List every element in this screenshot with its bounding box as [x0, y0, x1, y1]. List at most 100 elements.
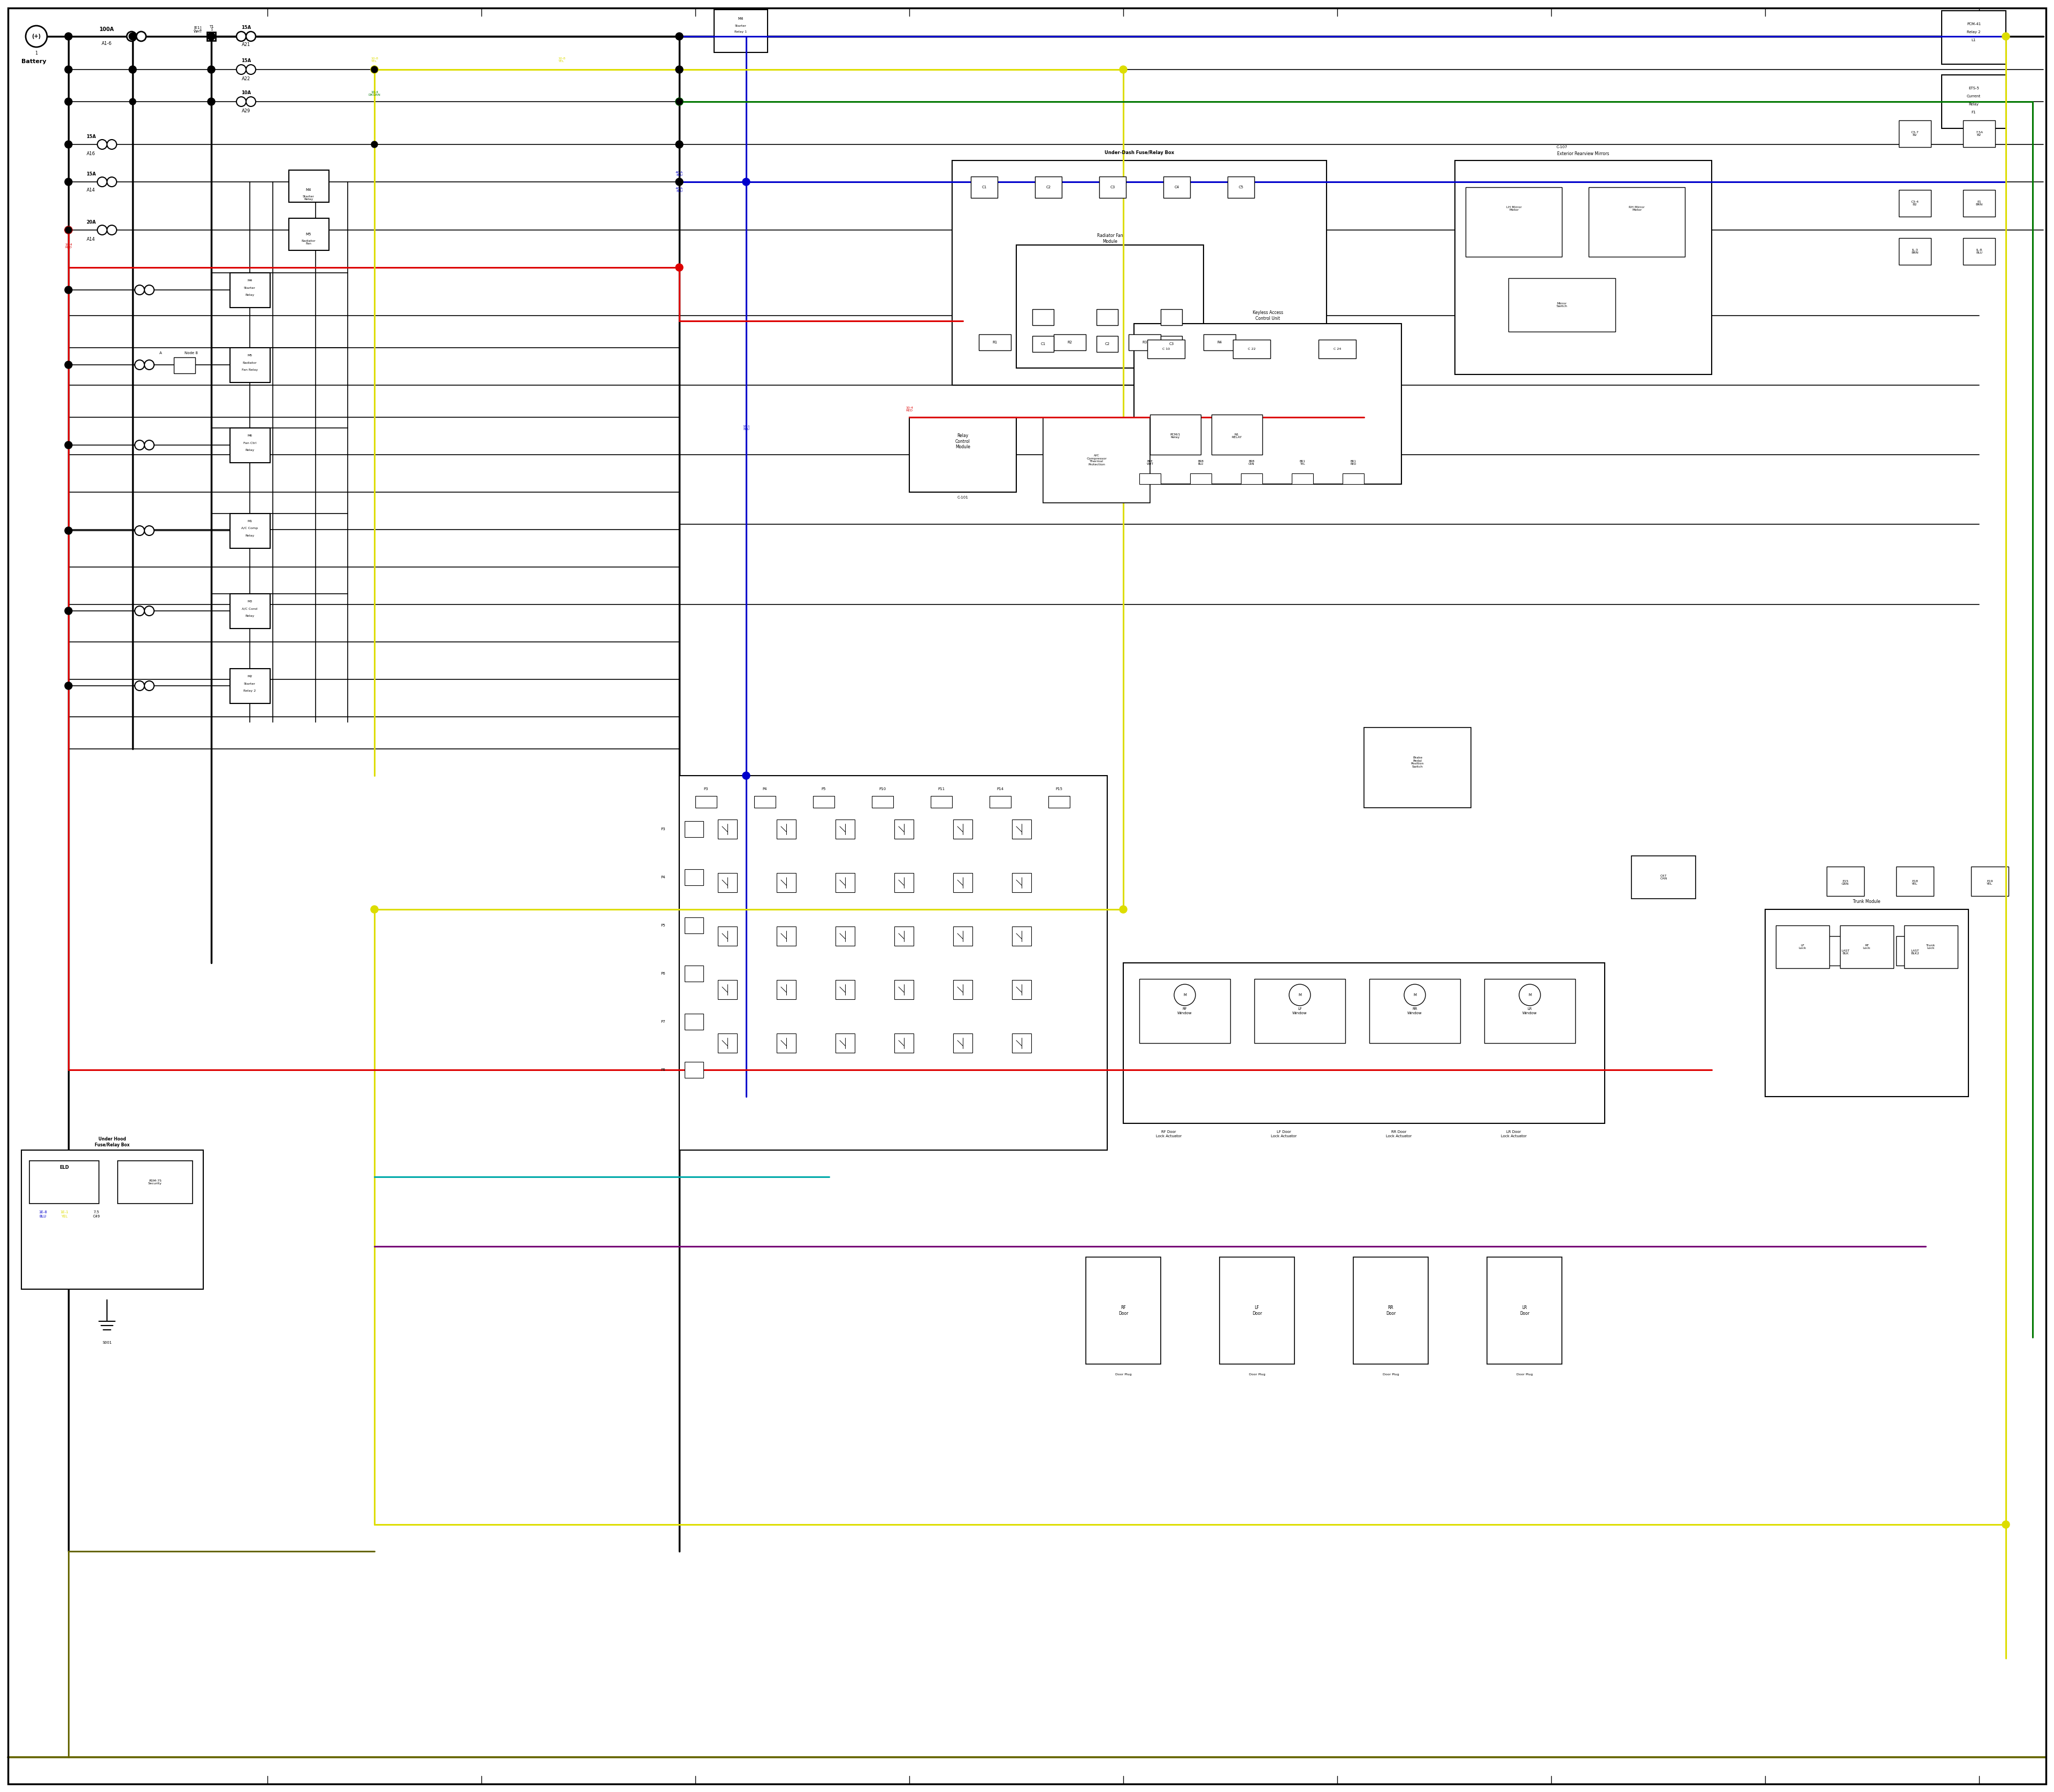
Text: Relay 2: Relay 2: [244, 690, 257, 692]
Text: 100A: 100A: [99, 27, 115, 32]
Circle shape: [676, 99, 682, 106]
Circle shape: [127, 32, 136, 41]
Text: M4: M4: [737, 18, 744, 20]
Circle shape: [676, 179, 682, 185]
Text: A/C Comp: A/C Comp: [242, 527, 259, 530]
Bar: [230, 272, 271, 308]
Circle shape: [97, 140, 107, 149]
Circle shape: [144, 525, 154, 536]
Bar: [1255, 978, 1345, 1043]
Circle shape: [2003, 32, 2009, 39]
Text: RF
Door: RF Door: [1117, 1305, 1128, 1315]
Text: 1E-1
YEL: 1E-1 YEL: [60, 1211, 68, 1219]
Text: RH Mirror
Motor: RH Mirror Motor: [1629, 206, 1645, 211]
Text: M: M: [1183, 993, 1187, 996]
Circle shape: [372, 66, 378, 73]
Bar: [1941, 75, 2007, 129]
Bar: [1035, 177, 1062, 197]
Bar: [290, 219, 329, 251]
Bar: [1354, 1256, 1428, 1364]
Bar: [1161, 335, 1183, 351]
Text: M1: M1: [246, 520, 253, 523]
Bar: [1826, 867, 1865, 896]
Text: LAST
BLK2: LAST BLK2: [1910, 950, 1918, 955]
Circle shape: [136, 285, 144, 294]
Text: P10: P10: [879, 787, 885, 790]
Bar: [1241, 473, 1263, 484]
Circle shape: [246, 65, 255, 73]
Text: Door Plug: Door Plug: [1382, 1373, 1399, 1376]
Text: C3: C3: [1109, 186, 1115, 188]
Circle shape: [372, 142, 378, 147]
Bar: [1033, 335, 1054, 351]
Bar: [1134, 324, 1401, 484]
Circle shape: [676, 99, 684, 106]
Circle shape: [741, 177, 750, 186]
Bar: [1013, 926, 1031, 946]
Circle shape: [676, 32, 684, 39]
Bar: [980, 335, 1011, 351]
Text: 10-4
DKGRN: 10-4 DKGRN: [368, 91, 380, 97]
Text: Radiator: Radiator: [242, 362, 257, 364]
Text: P3: P3: [705, 787, 709, 790]
Text: Starter: Starter: [244, 683, 255, 685]
Text: P5: P5: [661, 925, 665, 926]
Text: L1: L1: [1972, 38, 1976, 41]
Text: (+): (+): [31, 34, 41, 39]
Bar: [1896, 935, 1933, 966]
Text: C3-7
B2: C3-7 B2: [1910, 131, 1918, 136]
Bar: [1161, 310, 1183, 324]
Bar: [1054, 335, 1087, 351]
Text: C2: C2: [1105, 342, 1109, 346]
Text: 20A: 20A: [86, 220, 97, 224]
Text: LR
Door: LR Door: [1520, 1305, 1530, 1315]
Bar: [1631, 857, 1697, 898]
Bar: [1013, 819, 1031, 839]
Text: BRB
BLU: BRB BLU: [1197, 461, 1204, 466]
Bar: [696, 796, 717, 808]
Text: M: M: [1413, 993, 1417, 996]
Text: LR
Window: LR Window: [1522, 1007, 1536, 1014]
Bar: [717, 819, 737, 839]
Bar: [1097, 335, 1117, 351]
Bar: [1204, 335, 1237, 351]
Bar: [684, 1063, 702, 1077]
Bar: [953, 873, 972, 892]
Text: A14: A14: [86, 188, 94, 192]
Text: C-107: C-107: [1557, 145, 1567, 149]
Text: A/C
Compressor
Thermal
Protection: A/C Compressor Thermal Protection: [1087, 453, 1107, 466]
Circle shape: [107, 177, 117, 186]
Text: 15A: 15A: [240, 25, 251, 30]
Bar: [1017, 246, 1204, 367]
Bar: [1826, 935, 1865, 966]
Bar: [684, 966, 702, 982]
Bar: [1148, 340, 1185, 358]
Bar: [230, 428, 271, 462]
Circle shape: [676, 99, 684, 106]
Text: R4: R4: [1218, 340, 1222, 344]
Circle shape: [66, 142, 72, 147]
Text: M4: M4: [306, 188, 312, 192]
Text: C 10: C 10: [1163, 348, 1171, 349]
Bar: [1898, 120, 1931, 147]
Circle shape: [129, 66, 136, 73]
Text: RF
Window: RF Window: [1177, 1007, 1191, 1014]
Bar: [953, 980, 972, 1000]
Text: Relay: Relay: [1968, 102, 1978, 106]
Bar: [1140, 473, 1161, 484]
Circle shape: [676, 34, 682, 39]
Circle shape: [676, 263, 684, 271]
Text: RR
Window: RR Window: [1407, 1007, 1421, 1014]
Circle shape: [370, 66, 378, 73]
Text: M: M: [1298, 993, 1302, 996]
Circle shape: [144, 285, 154, 294]
Circle shape: [246, 97, 255, 106]
Text: 10-4
RED: 10-4 RED: [66, 244, 72, 249]
Text: 1: 1: [210, 29, 212, 30]
Circle shape: [236, 32, 246, 41]
Circle shape: [136, 681, 144, 690]
Text: Starter
Relay: Starter Relay: [302, 195, 314, 201]
Text: 40-A
BLU: 40-A BLU: [676, 170, 684, 177]
Text: Battery: Battery: [21, 59, 47, 65]
Text: C1: C1: [1041, 342, 1045, 346]
